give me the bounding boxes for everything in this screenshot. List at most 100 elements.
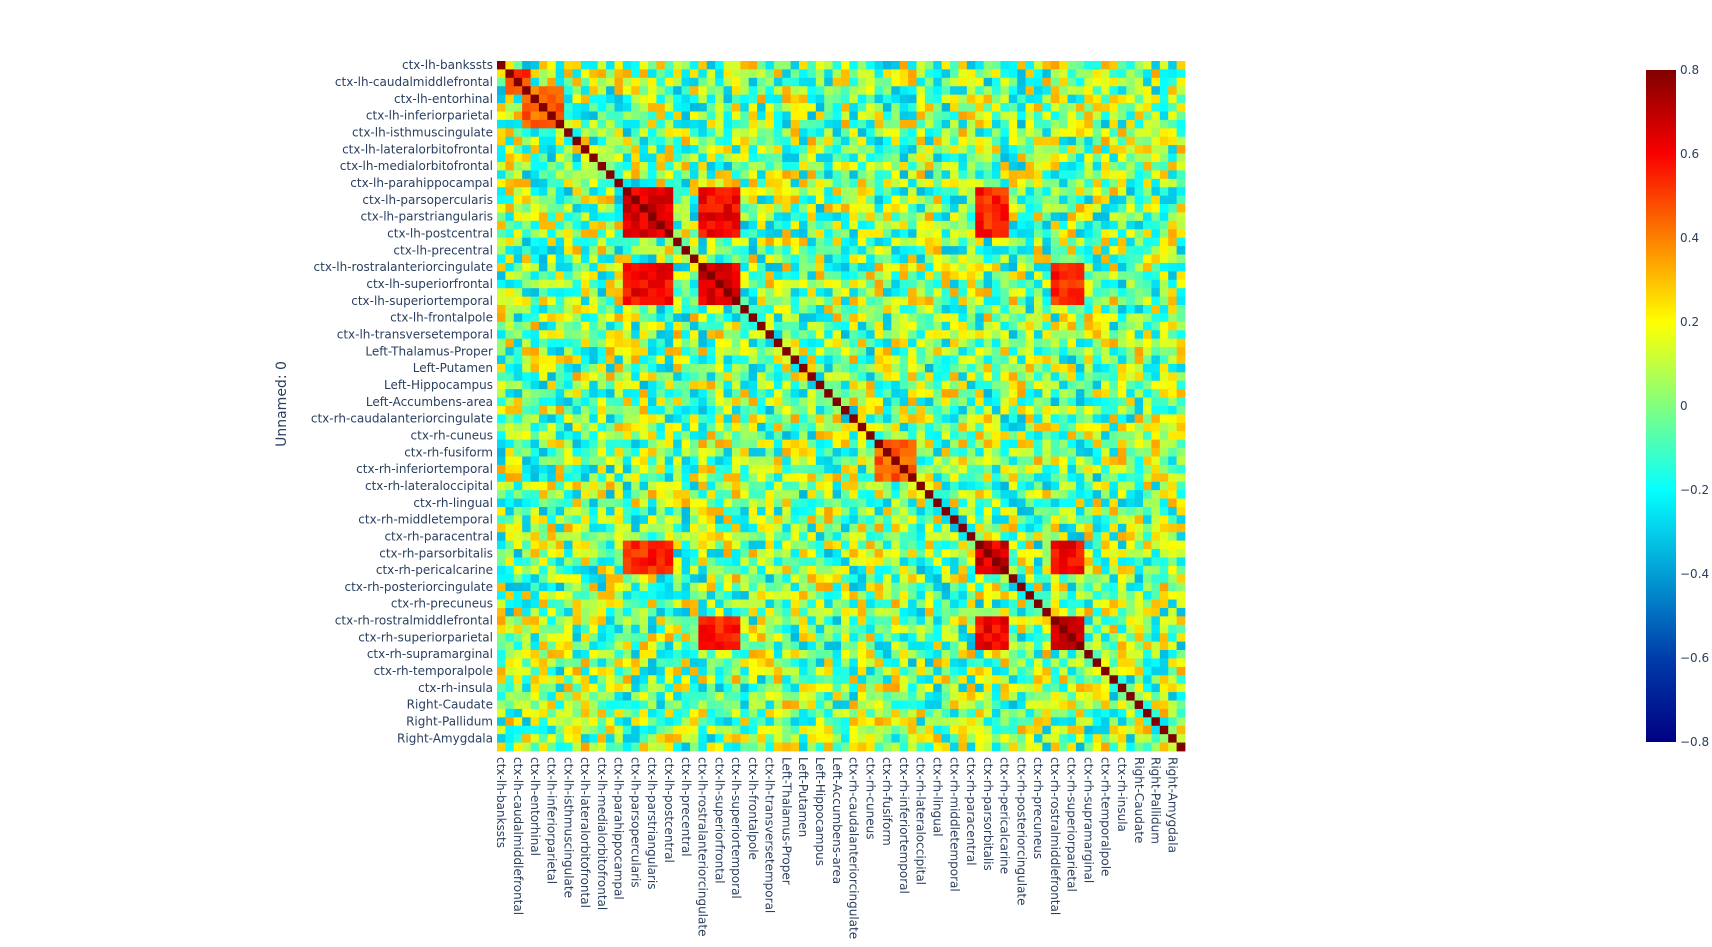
heatmap-cell (1067, 77, 1077, 87)
heatmap-cell (597, 473, 607, 483)
heatmap-cell (891, 212, 901, 222)
heatmap-cell (1134, 532, 1144, 542)
heatmap-cell (1042, 296, 1052, 306)
heatmap-cell (908, 229, 917, 239)
heatmap-cell (841, 262, 850, 272)
heatmap-cell (908, 414, 917, 424)
heatmap-cell (1176, 111, 1186, 121)
heatmap-cell (723, 111, 733, 121)
heatmap-cell (958, 372, 968, 382)
heatmap-cell (648, 61, 657, 70)
heatmap-cell (673, 372, 682, 382)
heatmap-cell (1168, 128, 1178, 138)
heatmap-cell (538, 119, 548, 129)
heatmap-cell (1017, 119, 1026, 129)
heatmap-cell (757, 136, 766, 146)
heatmap-cell (966, 103, 976, 112)
heatmap-cell (966, 448, 976, 457)
heatmap-cell (1159, 506, 1169, 516)
heatmap-cell (882, 69, 892, 79)
heatmap-cell (648, 296, 657, 306)
heatmap-cell (1092, 229, 1102, 239)
heatmap-cell (614, 389, 624, 398)
heatmap-cell (950, 111, 959, 121)
heatmap-cell (1084, 187, 1094, 197)
heatmap-cell (664, 422, 674, 432)
heatmap-cell (639, 456, 649, 466)
heatmap-cell (706, 397, 716, 407)
heatmap-cell (1159, 288, 1169, 298)
heatmap-cell (1126, 305, 1136, 314)
heatmap-cell (497, 422, 506, 432)
heatmap-cell (1084, 246, 1094, 255)
heatmap-cell (958, 161, 968, 171)
heatmap-cell (1008, 557, 1018, 567)
heatmap-cell (748, 380, 758, 390)
heatmap-cell (622, 170, 632, 180)
heatmap-cell (715, 246, 724, 255)
heatmap-cell (513, 220, 523, 230)
heatmap-cell (933, 532, 943, 542)
heatmap-cell (648, 111, 657, 121)
heatmap-cell (1117, 128, 1127, 138)
heatmap-cell (589, 557, 599, 567)
heatmap-cell (681, 532, 691, 542)
heatmap-cell (941, 204, 951, 213)
heatmap-cell (824, 288, 834, 298)
heatmap-cell (664, 195, 674, 205)
heatmap-cell (933, 305, 943, 314)
heatmap-cell (1008, 523, 1018, 533)
heatmap-cell (782, 305, 792, 314)
heatmap-cell (966, 220, 976, 230)
heatmap-cell (748, 262, 758, 272)
heatmap-cell (1159, 397, 1169, 407)
heatmap-cell (1042, 389, 1052, 398)
heatmap-cell (1050, 506, 1060, 516)
heatmap-cell (505, 389, 515, 398)
heatmap-cell (497, 195, 506, 205)
heatmap-cell (841, 229, 850, 239)
heatmap-cell (538, 347, 548, 356)
heatmap-cell (1067, 153, 1077, 163)
heatmap-cell (933, 481, 943, 491)
heatmap-cell (580, 161, 590, 171)
heatmap-cell (966, 296, 976, 306)
heatmap-cell (1025, 288, 1035, 298)
heatmap-cell (933, 490, 943, 499)
heatmap-cell (1143, 119, 1152, 129)
heatmap-cell (824, 506, 834, 516)
heatmap-cell (1134, 119, 1144, 129)
heatmap-cell (572, 422, 582, 432)
heatmap-cell (1059, 506, 1068, 516)
heatmap-cell (832, 347, 842, 356)
heatmap-cell (731, 305, 741, 314)
heatmap-cell (505, 363, 515, 373)
heatmap-cell (924, 254, 934, 264)
heatmap-cell (857, 456, 867, 466)
heatmap-cell (606, 431, 615, 441)
heatmap-cell (614, 347, 624, 356)
heatmap-cell (497, 363, 506, 373)
heatmap-cell (916, 246, 926, 255)
heatmap-cell (958, 153, 968, 163)
heatmap-cell (530, 490, 540, 499)
heatmap-cell (790, 187, 800, 197)
heatmap-cell (622, 439, 632, 449)
heatmap-cell (841, 355, 850, 365)
heatmap-cell (731, 473, 741, 483)
heatmap-cell (933, 69, 943, 79)
heatmap-cell (1042, 246, 1052, 255)
heatmap-cell (1126, 237, 1136, 247)
heatmap-cell (882, 136, 892, 146)
heatmap-cell (1025, 161, 1035, 171)
heatmap-cell (706, 195, 716, 205)
heatmap-cell (882, 153, 892, 163)
heatmap-cell (882, 389, 892, 398)
heatmap-cell (1151, 540, 1161, 550)
heatmap-cell (572, 69, 582, 79)
heatmap-cell (731, 448, 741, 457)
heatmap-cell (975, 321, 985, 331)
heatmap-cell (547, 77, 557, 87)
heatmap-cell (841, 490, 850, 499)
heatmap-cell (723, 178, 733, 188)
